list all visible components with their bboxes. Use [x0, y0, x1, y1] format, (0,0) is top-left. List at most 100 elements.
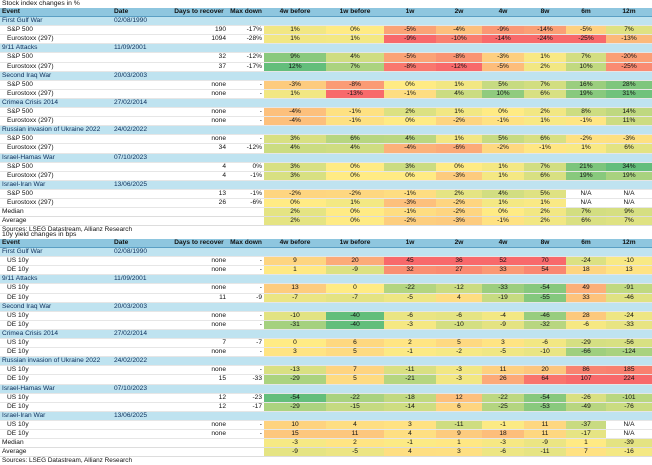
value-cell: 18: [482, 429, 524, 440]
value-cell: -9: [482, 320, 524, 330]
row-name: US 10y: [0, 420, 112, 430]
empty-cell: [112, 207, 170, 218]
value-cell: -1%: [566, 116, 606, 127]
empty-cell: [170, 247, 228, 258]
value-cell: -2%: [436, 198, 482, 209]
empty-cell: [228, 125, 264, 136]
value-cell: 11: [524, 420, 566, 430]
summary-row: Median -3 2 -1 1 -3 -9 1 -39: [0, 438, 652, 449]
data-row: DE 10y 15 -33 -29 5 -21 -3 26 64 107 224: [0, 374, 652, 385]
row-name: S&P 500: [0, 134, 112, 145]
value-cell: -15: [326, 402, 384, 412]
value-cell: 2%: [436, 189, 482, 199]
value-cell: 16%: [566, 80, 606, 90]
value-cell: 0%: [384, 116, 436, 127]
data-row: DE 10y 11 -9 -7 -7 -5 4 -19 -55 33 -46: [0, 293, 652, 303]
value-cell: 49: [566, 283, 606, 294]
summary-row: Median 2% 0% -1% -2% 0% 2% 7% 9%: [0, 207, 652, 218]
value-cell: 6%: [524, 89, 566, 99]
days-cell: 34: [170, 143, 228, 154]
empty-cell: [112, 265, 170, 276]
value-cell: 54: [524, 265, 566, 276]
value-cell: 36: [436, 256, 482, 267]
empty-cell: [112, 320, 170, 330]
value-cell: -9: [264, 447, 326, 458]
value-cell: 0%: [326, 207, 384, 218]
value-cell: -2%: [384, 216, 436, 227]
value-cell: -1%: [384, 189, 436, 199]
value-cell: 13: [606, 265, 652, 276]
data-row: Eurostoxx (297) 37 -17% 12% 7% -8% -12% -5% 2% 10…: [0, 62, 652, 72]
max-down-cell: -12%: [228, 52, 264, 63]
empty-cell: [384, 302, 436, 312]
empty-cell: [566, 302, 606, 312]
max-down-cell: -12%: [228, 143, 264, 154]
value-cell: -6: [482, 447, 524, 458]
value-cell: 8%: [566, 107, 606, 118]
value-cell: -10%: [436, 34, 482, 45]
event-date: 07/10/2023: [112, 384, 170, 394]
empty-cell: [524, 125, 566, 136]
empty-cell: [112, 116, 170, 127]
empty-cell: [384, 274, 436, 285]
empty-cell: [112, 89, 170, 99]
value-cell: -3%: [436, 171, 482, 181]
days-cell: none: [170, 80, 228, 90]
value-cell: -9: [524, 438, 566, 449]
row-name: DE 10y: [0, 347, 112, 358]
days-cell: none: [170, 265, 228, 276]
value-cell: -16: [606, 447, 652, 458]
empty-cell: [112, 438, 170, 449]
event-name: First Gulf War: [0, 247, 112, 258]
empty-cell: [436, 247, 482, 258]
row-name: DE 10y: [0, 320, 112, 330]
value-cell: 4%: [326, 52, 384, 63]
empty-cell: [264, 384, 326, 394]
value-cell: -3: [436, 374, 482, 385]
data-row: US 10y none - -13 7 -11 -3 11 20 86 185: [0, 365, 652, 376]
empty-cell: [228, 216, 264, 227]
value-cell: -6: [566, 320, 606, 330]
empty-cell: [326, 247, 384, 258]
value-cell: 107: [566, 374, 606, 385]
days-cell: none: [170, 256, 228, 267]
value-cell: 20: [524, 365, 566, 376]
empty-cell: [384, 329, 436, 340]
value-cell: -22: [482, 393, 524, 403]
header-cell: 4w before: [264, 239, 326, 249]
empty-cell: [384, 247, 436, 258]
empty-cell: [228, 43, 264, 54]
value-cell: -32: [524, 320, 566, 330]
value-cell: -14%: [482, 34, 524, 45]
value-cell: 2%: [524, 207, 566, 218]
value-cell: 0%: [264, 198, 326, 209]
header-cell: Event: [0, 239, 112, 249]
header-cell: 4w: [482, 239, 524, 249]
event-name: Second Iraq War: [0, 71, 112, 81]
empty-cell: [170, 411, 228, 421]
empty-cell: [436, 356, 482, 367]
value-cell: 6%: [606, 143, 652, 154]
value-cell: 4%: [326, 143, 384, 154]
value-cell: 11: [524, 429, 566, 440]
row-name: DE 10y: [0, 265, 112, 276]
empty-cell: [264, 125, 326, 136]
empty-cell: [170, 384, 228, 394]
value-cell: 45: [384, 256, 436, 267]
value-cell: 1%: [524, 198, 566, 209]
empty-cell: [482, 125, 524, 136]
value-cell: 7: [326, 365, 384, 376]
header-cell: Days to recover: [170, 8, 228, 18]
value-cell: -76: [606, 402, 652, 412]
empty-cell: [606, 180, 652, 190]
empty-cell: [326, 411, 384, 421]
empty-cell: [482, 71, 524, 81]
row-name: Eurostoxx (297): [0, 198, 112, 209]
row-name: Eurostoxx (297): [0, 34, 112, 45]
value-cell: -9%: [384, 34, 436, 45]
empty-cell: [482, 153, 524, 163]
empty-cell: [384, 384, 436, 394]
empty-cell: [566, 384, 606, 394]
value-cell: 2: [384, 338, 436, 349]
yield-table-block: 10y yield changes in bps Event Date Days to…: [0, 231, 652, 465]
